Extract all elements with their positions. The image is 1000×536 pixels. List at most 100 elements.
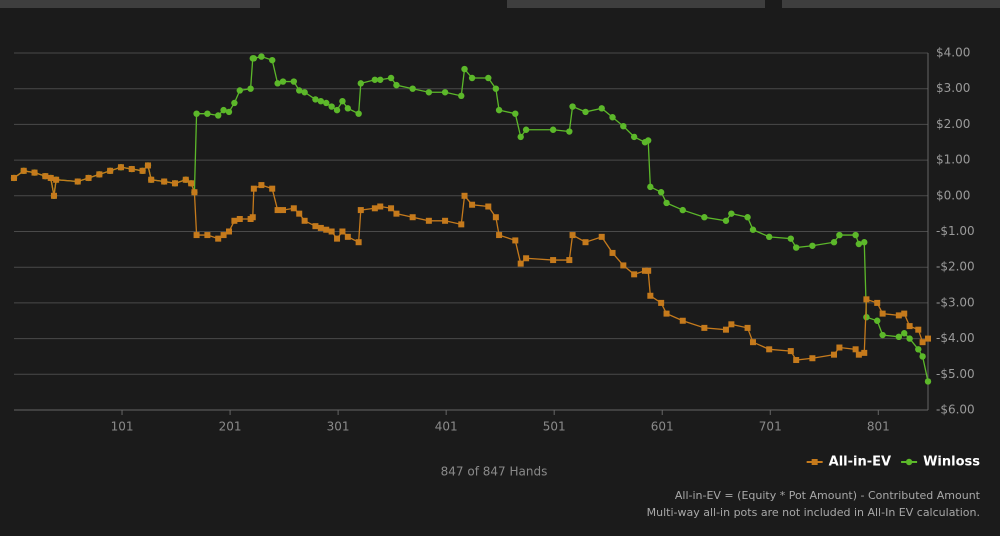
marker: [225, 228, 232, 235]
marker: [863, 296, 870, 303]
marker: [317, 224, 324, 231]
marker: [793, 357, 800, 364]
marker: [620, 122, 627, 130]
y-tick-label: -$4.00: [936, 331, 975, 345]
marker: [855, 240, 863, 248]
marker: [620, 262, 627, 269]
marker: [582, 108, 589, 116]
marker: [787, 235, 794, 242]
marker: [258, 182, 265, 189]
marker: [658, 299, 665, 306]
tab[interactable]: [782, 0, 1000, 8]
marker: [393, 210, 400, 217]
marker: [485, 74, 492, 82]
marker: [317, 97, 325, 105]
marker: [191, 189, 198, 196]
marker: [663, 199, 670, 207]
marker: [50, 192, 57, 199]
y-tick-label: $4.00: [936, 46, 970, 60]
marker: [279, 78, 287, 85]
marker: [836, 344, 843, 351]
y-tick-label: -$5.00: [936, 367, 975, 381]
marker: [906, 335, 913, 342]
marker: [512, 237, 519, 244]
x-tick-label: 401: [435, 420, 458, 434]
marker: [598, 233, 605, 240]
marker: [630, 133, 638, 141]
x-tick-label: 701: [759, 420, 782, 434]
marker: [744, 324, 751, 331]
marker: [644, 137, 652, 144]
y-tick-label: -$1.00: [936, 224, 975, 238]
x-tick-label: 501: [543, 420, 566, 434]
marker: [425, 89, 433, 96]
marker: [679, 317, 686, 324]
marker: [193, 232, 200, 239]
marker: [139, 167, 146, 174]
tab[interactable]: [0, 0, 260, 8]
marker: [895, 312, 902, 319]
marker: [523, 255, 530, 262]
x-tick-label: 801: [867, 420, 890, 434]
marker: [280, 207, 287, 214]
marker: [250, 185, 257, 192]
marker: [522, 126, 530, 133]
marker: [919, 353, 926, 360]
marker: [290, 78, 298, 85]
marker: [31, 169, 38, 176]
marker: [393, 81, 400, 89]
marker: [193, 110, 200, 117]
marker: [220, 106, 227, 114]
marker: [328, 228, 335, 235]
marker: [749, 226, 757, 233]
marker: [855, 351, 862, 358]
marker: [517, 260, 524, 267]
marker: [679, 206, 686, 214]
marker: [20, 167, 27, 174]
marker: [492, 214, 499, 221]
marker: [569, 232, 576, 239]
marker: [53, 176, 60, 183]
marker: [371, 205, 378, 212]
marker: [96, 171, 103, 178]
marker: [809, 355, 816, 362]
marker: [728, 321, 735, 328]
marker: [861, 239, 868, 246]
marker: [830, 239, 838, 246]
marker: [387, 74, 395, 82]
marker: [722, 217, 730, 224]
marker: [371, 76, 379, 83]
marker: [766, 346, 773, 353]
x-tick-label: 301: [327, 420, 350, 434]
marker: [569, 103, 576, 110]
marker: [550, 257, 557, 264]
marker: [925, 335, 931, 342]
marker: [296, 87, 303, 94]
marker: [301, 89, 308, 96]
x-tick-label: 601: [651, 420, 674, 434]
marker: [42, 173, 49, 180]
marker: [874, 299, 881, 306]
marker: [328, 103, 335, 110]
marker: [879, 310, 886, 317]
marker: [787, 348, 794, 355]
marker: [355, 239, 362, 246]
marker: [312, 223, 319, 230]
marker: [468, 74, 476, 82]
marker: [461, 192, 468, 199]
marker: [517, 133, 524, 141]
marker: [905, 458, 913, 466]
marker: [485, 203, 492, 210]
marker: [236, 216, 243, 223]
marker: [214, 112, 222, 119]
marker: [323, 226, 330, 233]
y-tick-label: $2.00: [936, 117, 970, 131]
marker: [409, 85, 416, 92]
marker: [722, 326, 729, 333]
tab[interactable]: [507, 0, 765, 8]
marker: [469, 201, 476, 208]
y-tick-label: $3.00: [936, 81, 970, 95]
marker: [811, 459, 818, 465]
marker: [863, 313, 870, 321]
marker: [915, 326, 922, 333]
